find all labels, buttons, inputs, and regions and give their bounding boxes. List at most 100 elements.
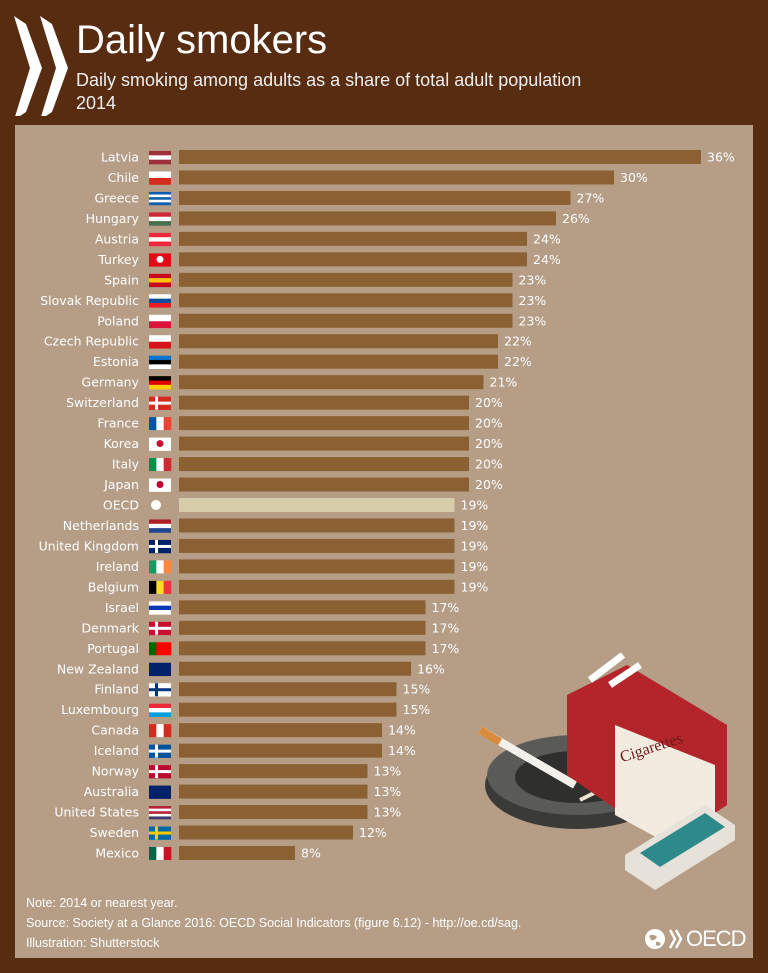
flag-icon [149, 437, 171, 451]
bar-row: Latvia 36% [101, 150, 735, 165]
bar [179, 764, 368, 779]
bar-row: France 20% [97, 416, 502, 431]
flag-icon [149, 724, 172, 738]
value-label: 20% [475, 436, 503, 451]
bar [179, 620, 426, 635]
bar [179, 682, 397, 697]
category-label: Iceland [94, 743, 139, 758]
bar [179, 559, 455, 574]
value-label: 19% [461, 538, 489, 553]
year: 2014 [76, 93, 117, 113]
bar [179, 743, 382, 758]
category-label: Israel [105, 600, 139, 615]
bar-row: Hungary 26% [86, 211, 590, 226]
flag-icon [149, 519, 171, 533]
bar-row: Germany 21% [82, 375, 518, 390]
category-label: Finland [94, 682, 139, 697]
bar [179, 702, 397, 717]
category-label: Belgium [88, 579, 139, 594]
bar [179, 477, 469, 492]
value-label: 23% [519, 313, 547, 328]
cigarette-illustration: Cigarettes [477, 652, 735, 890]
bar [179, 395, 469, 410]
category-label: Sweden [90, 825, 139, 840]
flag-icon [149, 191, 171, 206]
flag-icon [149, 458, 172, 472]
value-label: 17% [432, 641, 460, 656]
bar-row: Turkey 24% [97, 252, 561, 267]
bar-row: Belgium 19% [88, 579, 489, 594]
category-label: Czech Republic [44, 334, 139, 349]
flag-icon [149, 273, 171, 288]
category-label: United Kingdom [39, 538, 139, 553]
flag-icon [149, 580, 172, 594]
bar [179, 579, 455, 594]
category-label: Mexico [95, 845, 139, 860]
value-label: 13% [374, 784, 402, 799]
category-label: Latvia [101, 150, 139, 165]
flag-icon [149, 846, 172, 860]
bar-row: Luxembourg 15% [61, 702, 430, 717]
flag-icon [149, 498, 171, 513]
bar-row: Ireland 19% [96, 559, 489, 574]
category-label: Greece [95, 190, 140, 205]
bar [179, 375, 484, 390]
bar-row: OECD 19% [103, 497, 488, 512]
flag-icon [149, 151, 171, 165]
bar-chart: Cigarettes Latvia 36% Chile 30% Greece 27% Hun… [39, 150, 735, 890]
bar-row: Czech Republic 22% [44, 334, 532, 349]
flag-icon [149, 785, 171, 799]
bar [179, 416, 469, 431]
flag-icon [149, 355, 171, 369]
bar-row: Sweden 12% [90, 825, 387, 840]
category-label: Denmark [82, 620, 140, 635]
value-label: 22% [504, 354, 532, 369]
bar [179, 252, 527, 267]
bar-row: Italy 20% [112, 457, 503, 472]
value-label: 8% [301, 845, 321, 860]
bar-row: Iceland 14% [94, 743, 416, 758]
cigarette-pack-icon: Cigarettes [567, 652, 727, 845]
value-label: 17% [432, 600, 460, 615]
bar [179, 825, 353, 840]
source: Source: Society at a Glance 2016: OECD S… [26, 916, 522, 930]
value-label: 15% [403, 682, 431, 697]
value-label: 23% [519, 272, 547, 287]
flag-icon [149, 560, 172, 574]
bar-row: Denmark 17% [82, 620, 460, 635]
oecd-chevron-logo-icon [14, 16, 68, 116]
bar [179, 272, 513, 287]
flag-icon [149, 232, 171, 247]
bar [179, 845, 295, 860]
footnotes: Note: 2014 or nearest year. Source: Soci… [26, 893, 521, 953]
value-label: 20% [475, 477, 503, 492]
value-label: 20% [475, 457, 503, 472]
bar-row: Mexico 8% [95, 845, 321, 860]
chevrons-icon [669, 929, 683, 949]
bar [179, 334, 498, 349]
flag-icon [149, 806, 171, 820]
category-label: Spain [104, 272, 139, 287]
value-label: 19% [461, 579, 489, 594]
value-label: 13% [374, 805, 402, 820]
page-title: Daily smokers [76, 18, 328, 62]
illustration-credit: Illustration: Shutterstock [26, 936, 160, 950]
flag-icon [149, 621, 171, 636]
flag-icon [149, 642, 172, 656]
bar [179, 641, 426, 656]
category-label: Chile [108, 170, 140, 185]
bar-row: United Kingdom 19% [39, 538, 489, 553]
category-label: Slovak Republic [40, 293, 139, 308]
value-label: 36% [707, 150, 735, 165]
flag-icon [149, 703, 171, 717]
value-label: 27% [577, 190, 605, 205]
bar [179, 293, 513, 308]
flag-icon [149, 662, 171, 677]
bar-row: Spain 23% [104, 272, 546, 287]
bar-row: Japan 20% [103, 477, 503, 492]
value-label: 24% [533, 252, 561, 267]
bar [179, 723, 382, 738]
category-label: Netherlands [63, 518, 139, 533]
value-label: 22% [504, 334, 532, 349]
value-label: 20% [475, 416, 503, 431]
